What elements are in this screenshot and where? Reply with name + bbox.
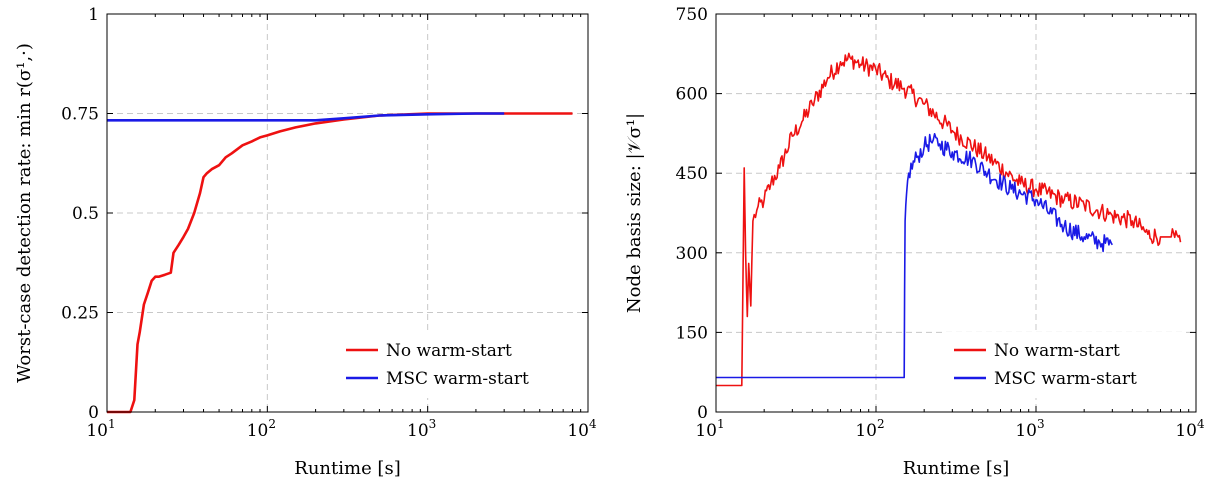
x-tick-label: 102 [247,417,276,441]
series-line-msc-warm-start [716,133,1113,379]
x-axis-label: Runtime [s] [294,458,400,479]
y-tick-label: 0.5 [72,204,99,224]
y-tick-label: 750 [676,5,708,25]
y-tick-label: 0 [697,403,708,423]
legend-label: MSC warm-start [386,369,529,389]
x-tick-label: 101 [695,417,724,441]
series-line-no-warm-start [107,112,573,414]
x-tick-label: 104 [567,417,597,441]
y-tick-label: 1 [88,5,99,25]
y-tick-label: 0 [88,403,99,423]
x-tick-label: 104 [1175,417,1205,441]
legend-label: No warm-start [994,341,1120,361]
panel-1: 101 102 103 104 0 0.25 0.5 0.75 1 No warm-start MS… [14,5,597,479]
y-tick-label: 0.25 [61,304,99,324]
panel-2: 101 102 103 104 0 150 300 450 600 750 No warm-star… [624,5,1205,479]
y-axis-label: Node basis size: |𝒱σ¹| [624,113,645,313]
legend-box [946,332,1186,398]
y-tick-label: 300 [676,244,708,264]
y-axis-label: Worst-case detection rate: min r(σ¹,·) [14,43,35,383]
series-line-no-warm-start [716,52,1182,387]
legend-label: MSC warm-start [994,369,1137,389]
y-tick-label: 600 [676,85,708,105]
legend-box [338,332,578,398]
plot-frame [106,13,589,413]
x-tick-label: 103 [407,417,436,441]
x-tick-label: 101 [86,417,115,441]
y-tick-label: 0.75 [61,105,99,125]
y-tick-label: 450 [676,164,708,184]
x-tick-label: 103 [1015,417,1044,441]
y-tick-label: 150 [676,323,708,343]
series-line-msc-warm-start [107,112,505,122]
x-axis-label: Runtime [s] [903,458,1009,479]
x-tick-label: 102 [855,417,884,441]
legend-label: No warm-start [386,341,512,361]
plot-frame [715,13,1197,413]
